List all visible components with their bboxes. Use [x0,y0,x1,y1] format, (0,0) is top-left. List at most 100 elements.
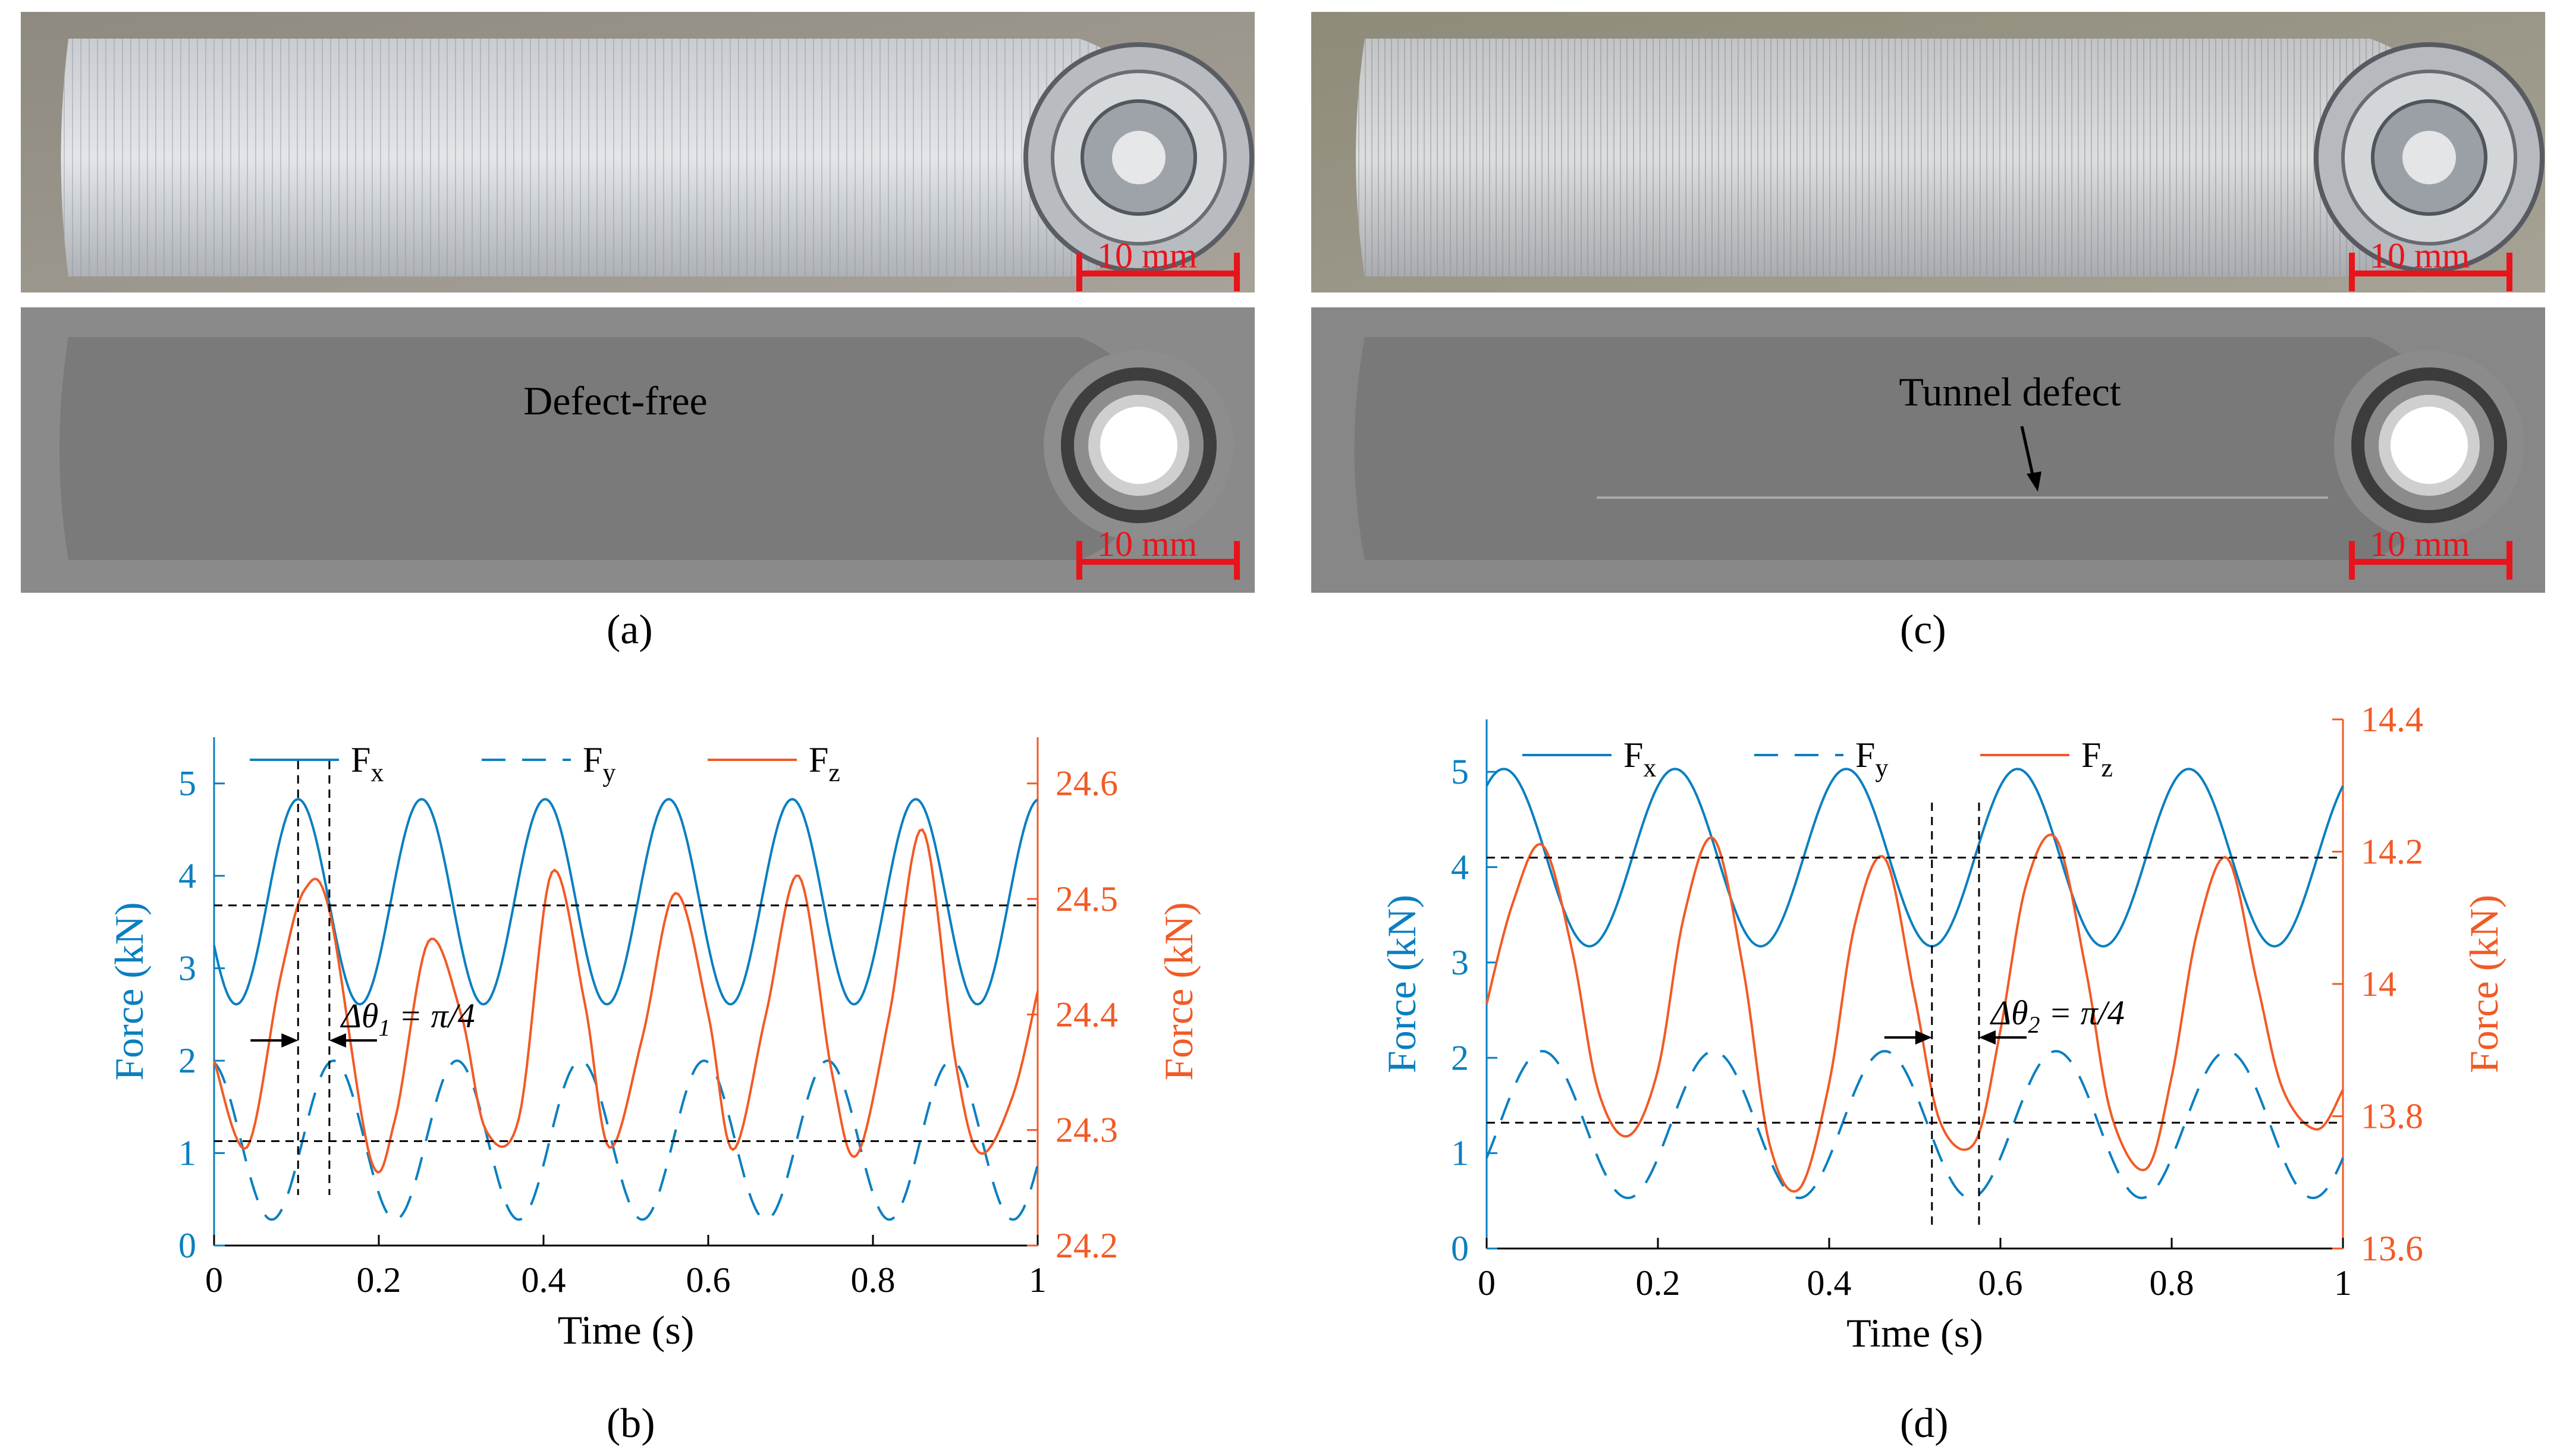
plot-area [1485,768,2344,1200]
force-chart-b: 0 0.2 0.4 0.6 0.8 1 0 1 2 3 4 5 24.2 24.3 24.4 24.5 24.6… [0,684,1267,1397]
y-axis-label-right: Force (kN) [2461,895,2506,1073]
x-axis-label: Time (s) [1846,1310,1983,1356]
y-tick-label-right: 13.6 [2361,1229,2423,1268]
x-tick-label: 0.6 [1978,1263,2023,1303]
legend-label-fz: Fz [2081,735,2113,782]
scale-bar: 10 mm [1076,236,1240,291]
phase-annotation-prefix: Δθ [1990,993,2028,1032]
xray-image-tunnel-defect: Tunnel defect [1311,307,2545,593]
keyhole-icon [1023,42,1254,273]
legend-label-main: F [1623,735,1643,775]
panel-label-d: (d) [1900,1401,1949,1446]
legend-label-main: F [583,740,602,779]
legend-label-sub: x [370,758,384,787]
legend-label-sub: z [828,758,840,787]
y-axis-label-left: Force (kN) [106,902,152,1080]
legend-label-fz: Fz [809,740,840,787]
x-tick-label: 0.4 [522,1260,566,1300]
phase-annotation-sub: 1 [378,1014,390,1041]
y-tick-label-right: 24.6 [1056,764,1118,803]
y-tick-label-left: 4 [178,856,196,895]
legend: Fx Fy Fz [250,740,840,787]
scale-bar: 10 mm [2349,524,2512,580]
weld-photo-tunnel-defect [1311,12,2545,293]
y-tick-label-right: 24.5 [1056,879,1118,919]
legend-label-main: F [809,740,828,779]
xray-caption: Tunnel defect [1899,369,2121,414]
y-tick-label-left: 0 [178,1226,196,1265]
y-axis-label-left: Force (kN) [1379,895,1424,1073]
legend-label-sub: x [1643,753,1656,782]
y-tick-label-left: 5 [1451,752,1469,791]
y-tick-label-right: 24.2 [1056,1226,1118,1265]
scale-bar-label: 10 mm [2370,524,2470,564]
x-tick-label: 1 [2334,1263,2352,1303]
phase-annotation: Δθ1 = π/4 [340,996,475,1041]
phase-arrows-icon [1884,1030,2027,1045]
x-tick-label: 0.6 [686,1260,731,1300]
x-tick-label: 0.2 [357,1260,401,1300]
force-chart-d: 0 0.2 0.4 0.6 0.8 1 0 1 2 3 4 5 13.6 13.8 14 14.2 14.4 Ti… [1290,684,2557,1397]
phase-arrows-icon [250,1033,377,1048]
series-line-fz [1485,833,2344,1193]
legend-label-sub: y [602,758,615,787]
y-tick-label-right: 14.2 [2361,832,2423,872]
x-tick-label: 0 [1478,1263,1496,1303]
weld-photo-defect-free [21,12,1255,293]
arrow-right-head [329,1033,346,1048]
series-line-fx [1485,768,2344,948]
series-line-fz [213,828,1039,1174]
y-tick-label-right: 24.3 [1056,1111,1118,1150]
x-tick-label: 0.8 [851,1260,896,1300]
y-tick-label-right: 24.4 [1056,995,1118,1034]
y-tick-label-right: 14 [2361,964,2396,1004]
scale-bar: 10 mm [1076,524,1240,580]
scale-bar-label: 10 mm [2370,236,2470,275]
y-tick-label-left: 3 [178,949,196,988]
y-tick-label-right: 13.8 [2361,1097,2423,1136]
series-line-fy [1485,1050,2344,1200]
keyhole-icon [2314,42,2545,273]
legend-label-main: F [351,740,370,779]
y-tick-label-left: 5 [178,764,196,803]
y-tick-label-left: 4 [1451,848,1469,887]
series-line-fx [213,798,1039,1006]
x-tick-label: 0.2 [1636,1263,1681,1303]
arrow-right-head [1979,1030,1996,1045]
y-tick-label-left: 3 [1451,943,1469,982]
arrow-left-head [281,1033,299,1048]
y-tick-label-left: 0 [1451,1229,1469,1268]
phase-annotation-prefix: Δθ [340,996,379,1035]
panel-label-a: (a) [607,607,653,653]
xray-image-defect-free: Defect-free [21,307,1255,593]
legend-label-fy: Fy [583,740,615,787]
x-tick-label: 0.4 [1807,1263,1852,1303]
plot-area [213,798,1039,1221]
legend: Fx Fy Fz [1522,735,2113,782]
panel-label-b: (b) [607,1401,655,1446]
y-tick-label-left: 1 [178,1134,196,1173]
y-tick-label-right: 14.4 [2361,700,2423,739]
legend-label-fy: Fy [1855,735,1888,782]
xray-caption: Defect-free [523,378,708,423]
scale-bar-label: 10 mm [1097,524,1197,564]
x-tick-label: 1 [1029,1260,1047,1300]
defect-arrow-icon [2020,426,2041,492]
phase-annotation-sub: 2 [2028,1011,2040,1038]
arrow-left-head [1915,1030,1932,1045]
panel-label-c: (c) [1900,607,1946,653]
x-tick-label: 0 [205,1260,223,1300]
phase-annotation: Δθ2 = π/4 [1990,993,2125,1038]
legend-label-sub: z [2101,753,2113,782]
x-tick-label: 0.8 [2150,1263,2194,1303]
legend-label-sub: y [1875,753,1888,782]
y-axis-label-right: Force (kN) [1156,902,1201,1080]
x-axis-label: Time (s) [558,1307,695,1353]
legend-label-main: F [1855,735,1875,775]
legend-label-main: F [2081,735,2101,775]
y-tick-label-left: 2 [1451,1038,1469,1077]
scale-bar-label: 10 mm [1097,236,1197,275]
y-tick-label-left: 2 [178,1041,196,1080]
legend-label-fx: Fx [1623,735,1656,782]
phase-annotation-text: = π/4 [2040,993,2125,1032]
